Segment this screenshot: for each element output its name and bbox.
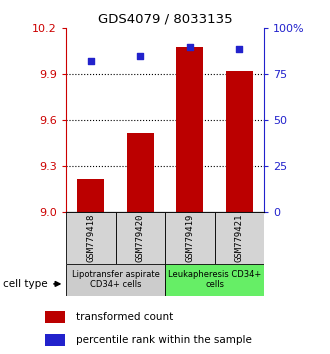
- Point: [88, 59, 93, 64]
- Bar: [165, 264, 264, 296]
- Text: transformed count: transformed count: [76, 312, 173, 322]
- Bar: [45, 334, 65, 346]
- Bar: [226, 71, 253, 212]
- Bar: [115, 212, 165, 264]
- Text: GSM779419: GSM779419: [185, 214, 194, 262]
- Point: [237, 46, 242, 51]
- Text: GSM779420: GSM779420: [136, 214, 145, 262]
- Point: [138, 53, 143, 59]
- Text: Lipotransfer aspirate
CD34+ cells: Lipotransfer aspirate CD34+ cells: [72, 270, 159, 289]
- Text: cell type: cell type: [3, 279, 48, 289]
- Bar: [66, 212, 115, 264]
- Point: [187, 44, 192, 50]
- Bar: [176, 47, 203, 212]
- Bar: [66, 264, 165, 296]
- Bar: [77, 179, 104, 212]
- Text: percentile rank within the sample: percentile rank within the sample: [76, 335, 252, 345]
- Bar: [45, 312, 65, 323]
- Text: Leukapheresis CD34+
cells: Leukapheresis CD34+ cells: [168, 270, 261, 289]
- Bar: [165, 212, 214, 264]
- Text: GDS4079 / 8033135: GDS4079 / 8033135: [98, 12, 232, 25]
- Bar: [127, 133, 154, 212]
- Bar: [214, 212, 264, 264]
- Text: GSM779418: GSM779418: [86, 214, 95, 262]
- Text: GSM779421: GSM779421: [235, 214, 244, 262]
